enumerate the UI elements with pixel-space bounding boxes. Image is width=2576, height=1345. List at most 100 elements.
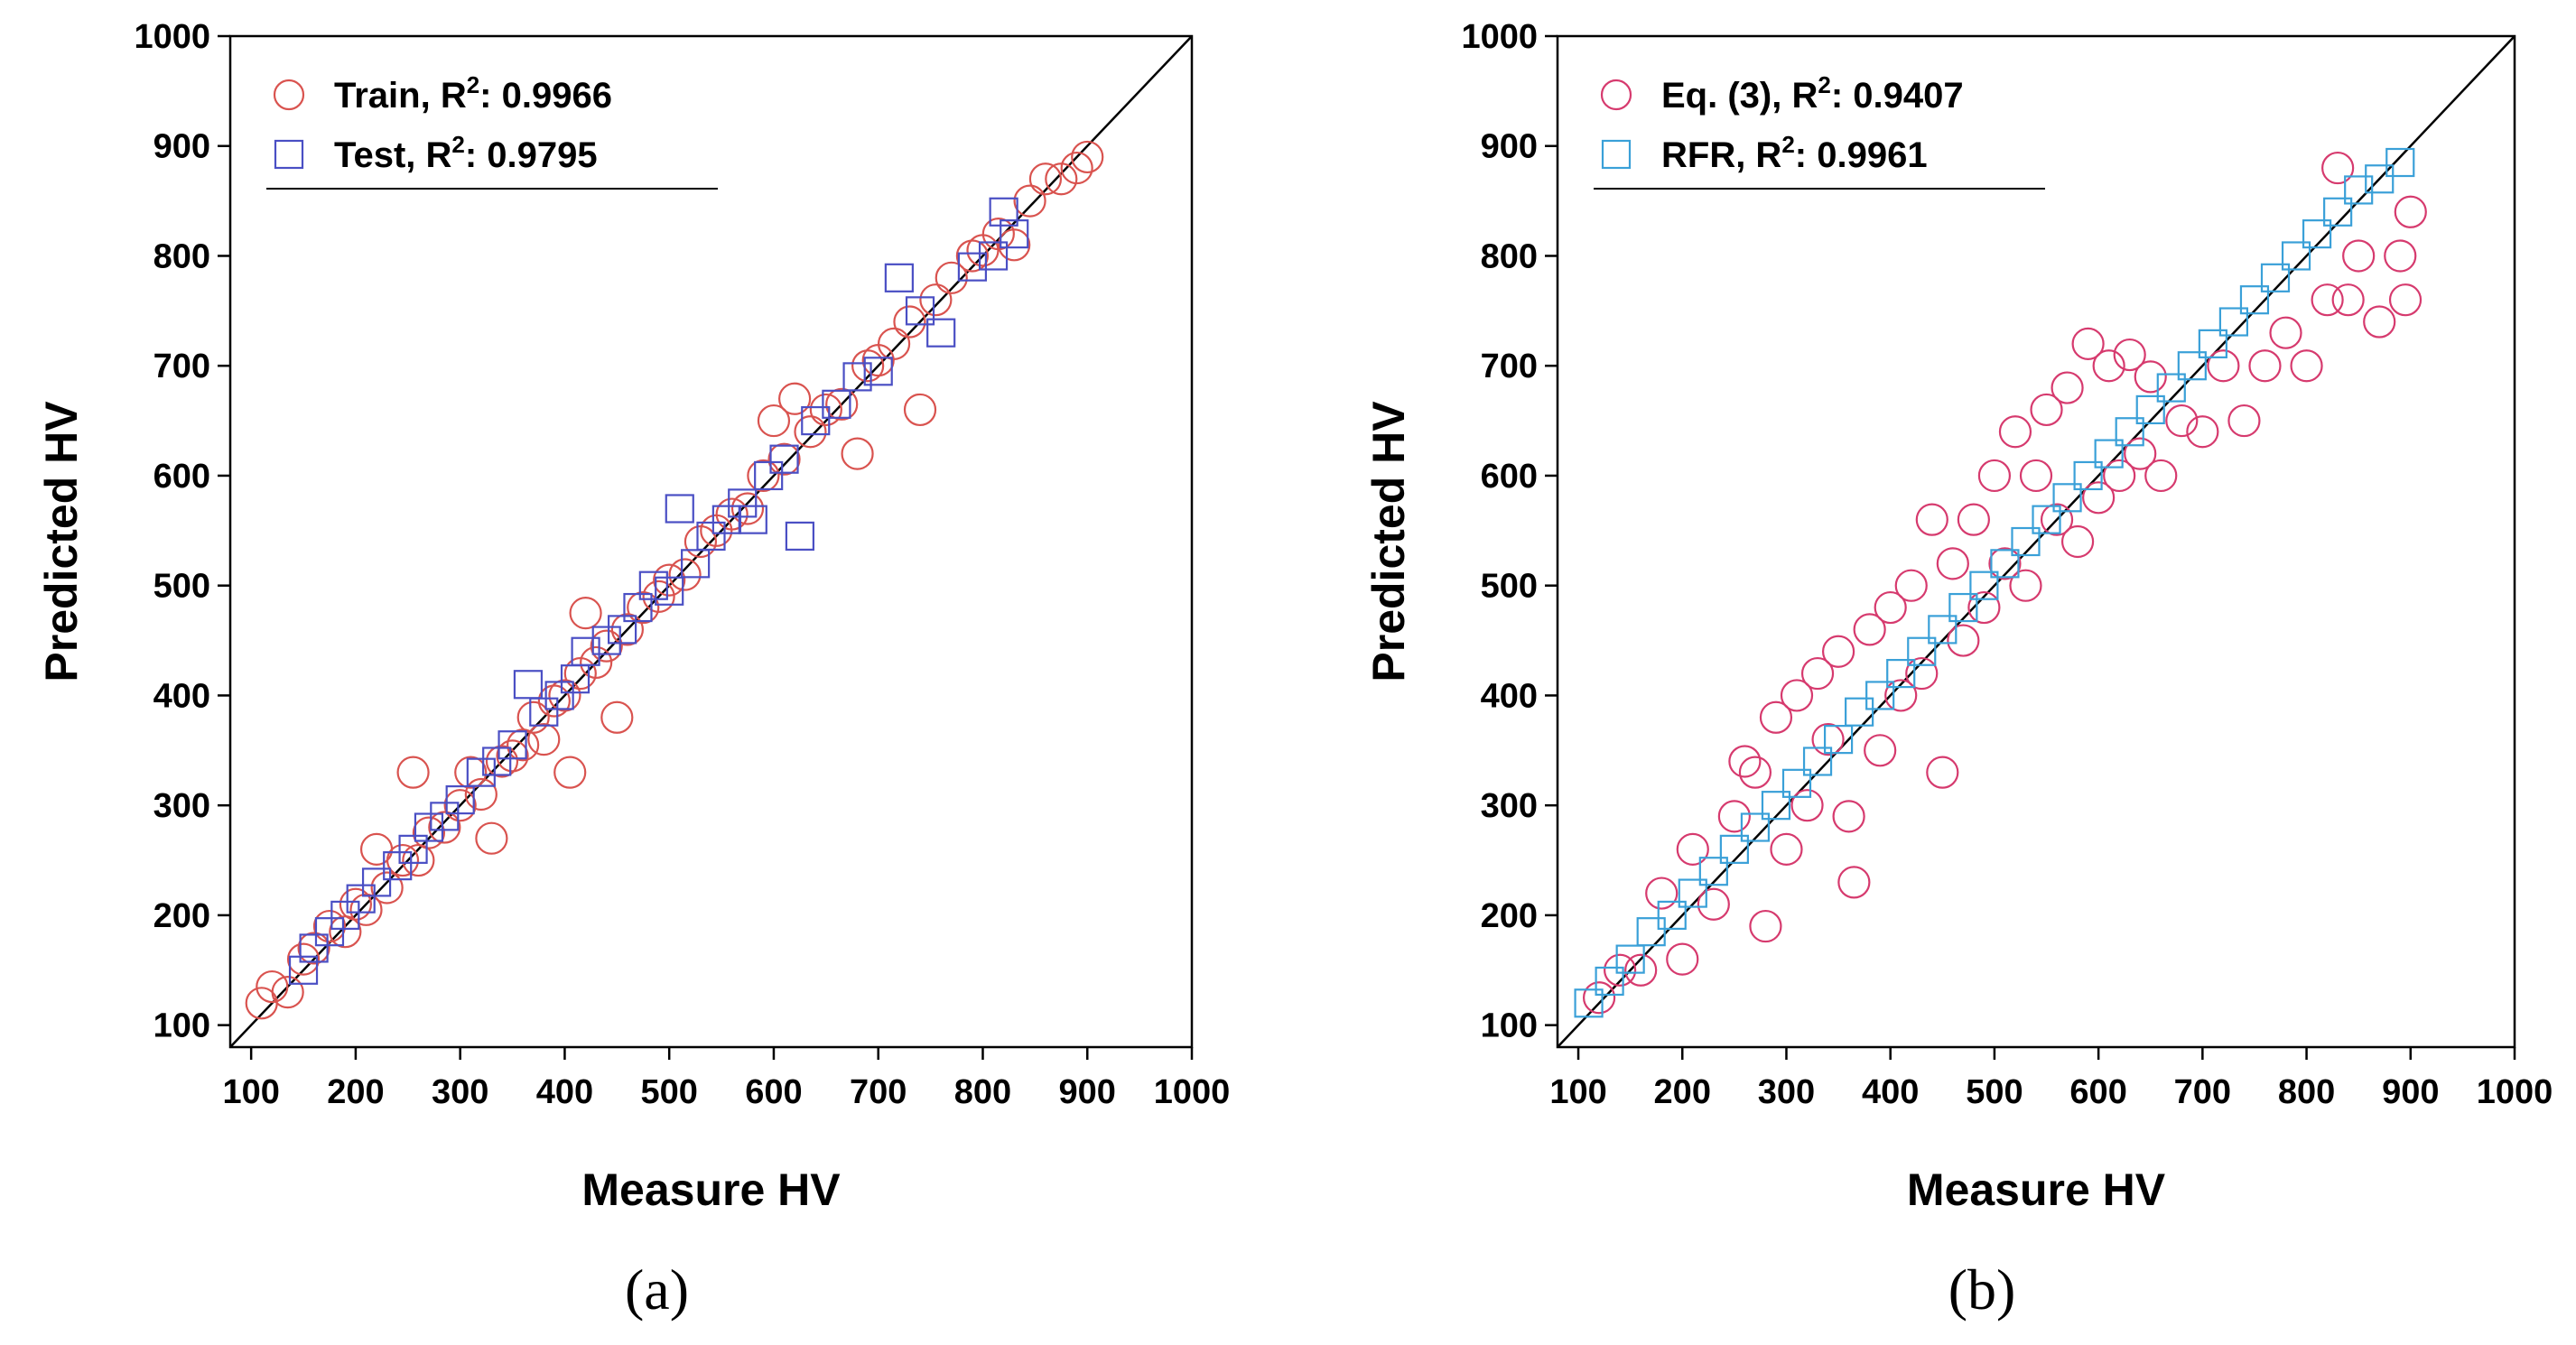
data-point-square [822,389,851,419]
data-point-circle [1977,459,2012,493]
data-point-circle [1884,679,1918,712]
legend-marker-square [1601,139,1632,170]
data-point-square [2135,394,2165,425]
data-point-circle [297,932,330,965]
data-point-circle [1759,700,1793,734]
data-point-square [2177,351,2207,381]
x-tick-label: 200 [1654,1073,1711,1111]
legend-marker-circle [1600,79,1632,111]
data-point-square [2302,219,2332,249]
data-point-circle [1697,887,1730,921]
data-point-circle [2331,283,2365,317]
data-point-square [2323,197,2353,227]
data-point-circle [527,723,561,756]
x-tick-label: 700 [2174,1073,2231,1111]
data-point-circle [730,492,765,525]
data-point-circle [1936,547,1969,580]
legend-name: Test, R [334,135,452,175]
legend-r2-value: : 0.9407 [1831,76,1964,116]
data-point-circle [2103,459,2136,493]
data-point-circle [496,739,529,773]
data-point-square [681,549,711,579]
legend-label: Train, R2: 0.9966 [334,71,612,116]
legend-label: Eq. (3), R2: 0.9407 [1661,71,1964,116]
data-point-circle [2060,524,2095,559]
data-point-circle [1905,656,1939,691]
data-point-square [498,730,527,760]
data-point-square [1698,857,1728,886]
data-point-square [1781,768,1812,798]
data-point-circle [2009,569,2042,602]
data-point-square [608,615,637,645]
data-point-circle [286,942,321,976]
data-point-square [1000,219,1029,249]
panel-label: (a) [625,1257,689,1322]
data-point-square [1657,900,1687,931]
data-point-square [1595,966,1624,997]
y-tick-label: 800 [153,237,210,275]
data-point-circle [1060,151,1093,185]
data-point-circle [1853,613,1886,646]
data-point-circle [2207,349,2240,383]
legend-name: Eq. (3), R [1661,76,1818,116]
data-point-square [2094,439,2124,468]
y-tick-label: 500 [153,568,210,606]
data-point-circle [2384,239,2417,273]
data-point-circle [841,437,874,470]
data-point-circle [919,283,953,317]
data-point-circle [428,811,461,844]
y-tick-label: 900 [1481,128,1538,166]
data-point-circle [1604,953,1637,987]
legend-name: Train, R [334,76,467,116]
y-tick-label: 300 [153,787,210,825]
x-tick-label: 800 [954,1073,1011,1111]
data-point-circle [2040,503,2074,536]
legend-superscript: 2 [1781,131,1794,158]
data-point-circle [2144,459,2178,493]
data-point-circle [668,558,702,591]
legend-r2-value: : 0.9961 [1795,135,1928,175]
data-point-circle [1028,162,1063,196]
data-point-circle [1947,624,1980,657]
series-circle-group [1582,151,2427,1015]
data-point-square [2239,285,2270,315]
data-point-circle [1874,590,1907,625]
data-point-circle [2227,404,2261,438]
chart-panel-b: 100 200 300 400 500 600 700 800 900 1000 100 200 300… [1363,18,2553,1322]
y-tick-label: 400 [1481,677,1538,715]
data-point-circle [1811,723,1845,756]
data-point-square [2385,147,2415,178]
data-point-circle [1790,789,1824,822]
data-point-circle [1645,877,1679,910]
data-point-square [801,405,831,436]
data-point-circle [642,580,675,613]
x-axis-title: Measure HV [1907,1164,2166,1215]
legend-name: RFR, R [1661,135,1781,175]
data-point-square [288,955,319,985]
data-point-circle [516,700,550,734]
x-tick-label: 100 [1549,1073,1606,1111]
data-point-square [1761,791,1791,821]
data-point-circle [2248,349,2282,383]
data-point-square [842,362,872,392]
x-tick-label: 900 [1059,1073,1116,1111]
data-point-square [571,636,600,666]
data-point-circle [1013,184,1046,218]
data-point-square [2156,373,2186,403]
data-point-circle [2388,283,2423,317]
legend-marker-square [274,139,304,170]
data-point-circle [1738,756,1772,789]
data-point-circle [2071,327,2105,360]
data-point-circle [2051,371,2084,404]
data-point-square [2218,307,2249,337]
data-point-circle [1926,756,1959,789]
data-point-circle [935,261,968,294]
data-point-circle [271,976,304,1009]
x-tick-label: 1000 [1154,1073,1231,1111]
data-point-circle [312,909,347,943]
data-point-square [769,444,799,474]
series-circle-group [245,140,1104,1020]
data-point-square [346,884,376,914]
x-tick-label: 600 [2069,1073,2126,1111]
